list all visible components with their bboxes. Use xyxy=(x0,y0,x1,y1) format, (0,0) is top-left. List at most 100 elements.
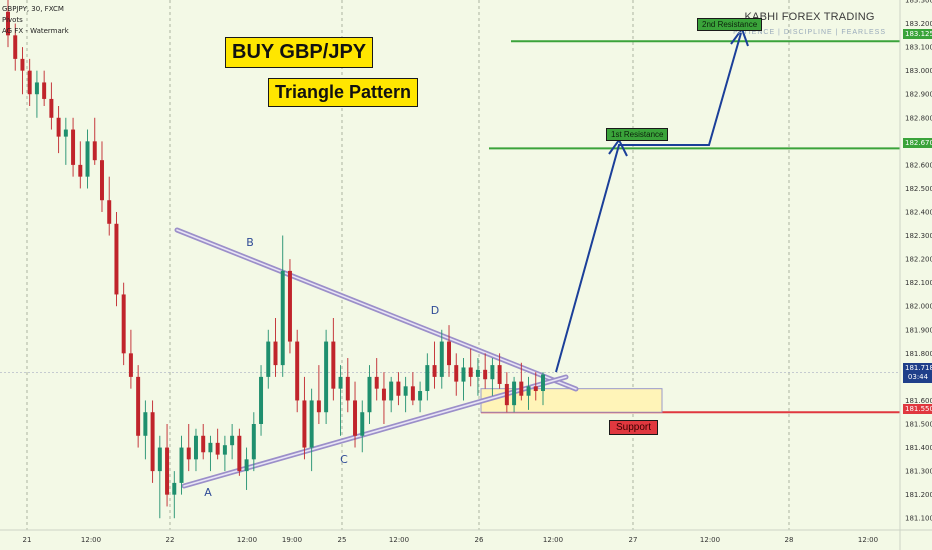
candle xyxy=(381,372,386,424)
candle-body xyxy=(432,365,437,377)
candle xyxy=(136,365,141,448)
candle-body xyxy=(49,98,54,118)
candle xyxy=(107,176,112,236)
candle-body xyxy=(150,412,155,472)
support-label: Support xyxy=(609,420,659,435)
pattern-title: Triangle Pattern xyxy=(268,78,419,107)
resistance-2-price-tag: 183.125 xyxy=(903,29,932,39)
candle xyxy=(157,435,162,519)
candle xyxy=(468,348,473,387)
candle xyxy=(454,353,459,396)
candle xyxy=(27,58,32,106)
candle-body xyxy=(273,341,278,366)
candle xyxy=(172,471,177,519)
y-tick-label: 183.300 xyxy=(905,0,932,5)
candle-body xyxy=(172,482,177,495)
candle xyxy=(461,358,466,401)
candle-body xyxy=(266,341,271,377)
candle-body xyxy=(27,70,32,95)
x-tick-label: 12:00 xyxy=(858,536,878,544)
candle-body xyxy=(280,270,285,366)
candle xyxy=(20,47,25,95)
candle xyxy=(396,372,401,406)
candle xyxy=(259,365,264,436)
candle xyxy=(338,365,343,436)
candle-body xyxy=(259,376,264,424)
candle-body xyxy=(165,447,170,495)
candle xyxy=(114,212,119,307)
candle-body xyxy=(63,129,68,137)
y-tick-label: 181.900 xyxy=(905,326,932,334)
y-tick-label: 181.200 xyxy=(905,491,932,499)
candle xyxy=(418,381,423,413)
candle xyxy=(447,325,452,377)
candle xyxy=(143,400,148,460)
candle-body xyxy=(331,341,336,389)
candle xyxy=(165,424,170,507)
candle xyxy=(512,376,517,413)
candle-body xyxy=(381,388,386,401)
x-tick-label: 26 xyxy=(475,536,484,544)
candle-body xyxy=(504,383,509,406)
candle xyxy=(475,358,480,396)
candle-body xyxy=(244,459,249,472)
x-tick-label: 12:00 xyxy=(389,536,409,544)
candle-body xyxy=(6,11,10,36)
candle-body xyxy=(410,386,415,401)
candle xyxy=(99,141,104,212)
candle-body xyxy=(526,386,531,396)
candle-body xyxy=(324,341,329,413)
candle xyxy=(331,318,336,401)
candle-body xyxy=(533,386,538,392)
candle xyxy=(309,388,314,472)
candle-body xyxy=(186,447,191,460)
candle-body xyxy=(425,365,430,392)
candle-body xyxy=(114,223,119,295)
candle-body xyxy=(461,367,466,382)
candle-body xyxy=(56,117,61,137)
main-title: BUY GBP/JPY xyxy=(225,37,374,68)
candle-body xyxy=(396,381,401,396)
candle-body xyxy=(447,341,452,366)
y-tick-label: 182.200 xyxy=(905,256,932,264)
candle xyxy=(345,358,350,413)
candle xyxy=(42,70,47,106)
candle-body xyxy=(389,381,394,401)
candle-body xyxy=(403,386,408,396)
candle xyxy=(497,353,502,389)
candle-body xyxy=(287,270,292,342)
candle xyxy=(367,365,372,424)
candle xyxy=(541,372,545,406)
current-price-tag: 181.718 03:44 xyxy=(903,363,932,383)
candle-body xyxy=(201,435,206,453)
x-tick-label: 12:00 xyxy=(543,536,563,544)
candle-body xyxy=(475,369,480,377)
y-tick-label: 183.200 xyxy=(905,20,932,28)
candle xyxy=(85,129,90,189)
candle xyxy=(56,106,61,154)
candle-body xyxy=(309,400,314,448)
candle-body xyxy=(541,374,545,392)
candle xyxy=(208,435,213,472)
candle-body xyxy=(512,381,517,406)
x-tick-label: 19:00 xyxy=(282,536,302,544)
brand-watermark: KABHI FOREX TRADING PATIENCE | DISCIPLIN… xyxy=(733,11,886,36)
candle xyxy=(237,428,242,476)
candle xyxy=(432,341,437,389)
x-tick-label: 22 xyxy=(166,536,175,544)
x-tick-label: 25 xyxy=(338,536,347,544)
y-tick-label: 181.500 xyxy=(905,421,932,429)
projection-arrows xyxy=(555,26,749,373)
candle xyxy=(150,400,155,483)
candle xyxy=(374,358,379,401)
candle-body xyxy=(302,400,307,448)
candle xyxy=(526,376,531,410)
candle-body xyxy=(85,141,90,177)
candle-body xyxy=(71,129,76,165)
projection-path xyxy=(555,32,742,373)
candle xyxy=(78,141,83,189)
candle-body xyxy=(20,58,25,71)
y-tick-label: 182.000 xyxy=(905,303,932,311)
candle xyxy=(273,318,278,377)
